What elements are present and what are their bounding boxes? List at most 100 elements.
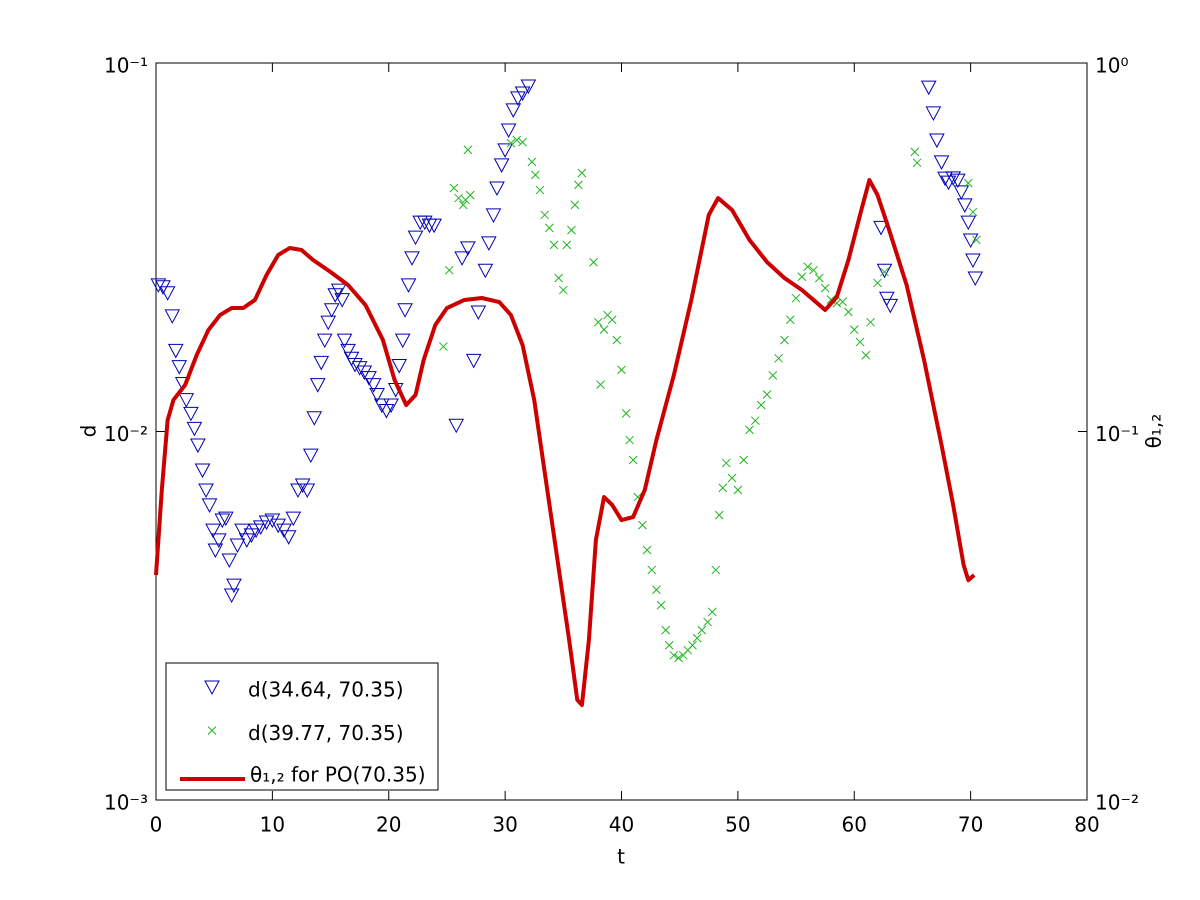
x-marker [607,315,617,325]
triangle-marker [351,361,368,376]
x-marker [574,180,583,190]
triangle-marker [221,553,238,569]
x-marker [849,325,859,334]
x-tick-label: 30 [492,813,517,837]
y2-axis-label: θ₁,₂ [1142,414,1166,449]
triangle-marker [383,398,399,414]
x-marker [838,297,847,307]
x-tick-label: 70 [958,813,983,837]
triangle-marker [933,155,950,170]
x-marker [656,600,666,610]
x-marker [647,565,657,575]
x-marker [669,650,679,660]
x-marker [714,510,724,520]
triangle-marker [201,498,218,513]
triangle-marker [965,253,981,269]
triangle-marker [302,448,319,464]
triangle-marker [178,393,195,408]
x-marker [750,416,760,426]
triangle-marker [505,103,522,118]
x-marker [861,350,871,360]
legend-label: d(39.77, 70.35) [248,721,404,745]
x-marker [518,137,527,147]
triangle-marker [164,309,181,324]
triangle-marker [294,478,311,494]
x-marker [439,342,448,351]
legend-label: θ₁,₂ for PO(70.35) [250,763,426,787]
y-tick-label: 10⁻² [104,422,148,446]
triangle-marker [150,278,167,293]
x-marker [718,483,728,493]
triangle-marker [320,315,337,331]
x-marker [612,335,622,345]
x-marker [910,147,920,157]
triangle-marker [198,483,214,499]
triangle-marker [937,171,953,187]
x-marker [768,371,778,380]
x-marker [707,607,717,617]
x-marker [820,283,830,293]
x-marker [621,409,631,418]
x-tick-label: 0 [150,813,163,837]
x-marker [661,625,671,635]
triangle-marker [285,511,302,527]
triangle-marker [323,303,340,318]
triangle-marker [520,79,537,95]
y-tick-label: 10⁻¹ [104,54,148,78]
x-axis-label: t [617,845,625,869]
x-marker [809,265,818,275]
x-marker [570,200,580,210]
triangle-marker [211,533,227,548]
x-marker [589,257,598,267]
x-marker [866,317,875,327]
x-marker [692,633,702,643]
x-marker [912,158,922,168]
triangle-marker [400,278,417,293]
triangle-marker [306,411,323,426]
x-tick-label: 10 [260,813,285,837]
triangle-marker [477,263,494,279]
triangle-marker [205,523,221,539]
triangle-marker [397,303,413,318]
triangle-marker [967,271,984,287]
triangle-marker [270,518,287,534]
x-marker [535,185,545,195]
triangle-marker [404,251,420,266]
triangle-marker [309,378,326,393]
triangle-marker [489,181,505,197]
triangle-marker [493,158,510,173]
x-marker [797,272,807,282]
triangle-marker [299,483,316,499]
triangle-marker [373,398,390,414]
triangle-marker [394,333,411,349]
triangle-marker [167,343,184,359]
triangle-marker [252,520,269,535]
x-marker [785,315,795,325]
triangle-marker [217,511,234,527]
triangle-marker [497,143,513,158]
x-marker [972,235,981,245]
y2-tick-label: 10⁻² [1095,791,1139,815]
triangle-marker [876,263,893,279]
triangle-marker [336,333,353,349]
x-marker [968,207,978,217]
triangle-marker [183,406,199,422]
triangle-marker [448,418,465,434]
x-marker [674,653,683,663]
y2-tick-label: 10⁻¹ [1095,422,1139,446]
x-marker [780,335,789,345]
x-marker [577,168,587,178]
triangle-marker [465,353,482,369]
x-marker [711,565,721,575]
x-marker [721,458,731,468]
triangle-marker [190,438,206,454]
x-marker [454,193,463,203]
x-marker [814,273,824,283]
triangle-marker [214,513,231,529]
x-marker [638,520,647,530]
x-marker [558,285,568,295]
triangle-marker [962,233,979,248]
x-marker [596,380,605,390]
x-marker [844,307,853,317]
